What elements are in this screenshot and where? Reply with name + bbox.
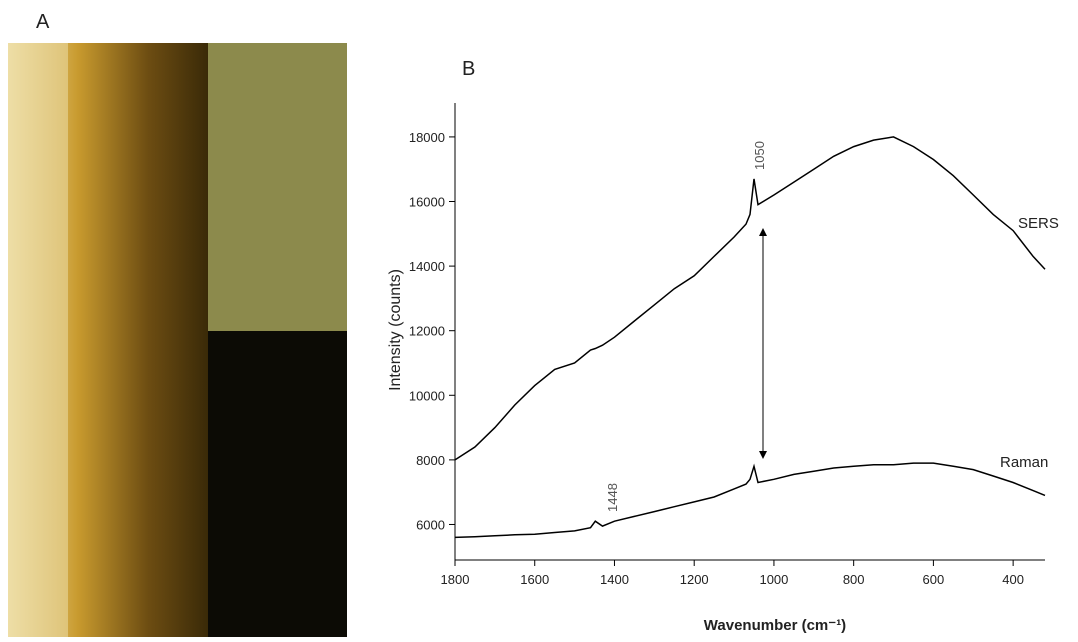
y-tick-label: 18000 [409,130,445,145]
line-series [454,136,1046,461]
panel-label: B [462,58,475,80]
x-tick-label: 600 [923,572,945,587]
x-tick-label: 400 [1002,572,1024,587]
y-tick-label: 6000 [416,517,445,532]
x-tick-label: 1000 [759,572,788,587]
panel-label: A [36,11,50,33]
x-tick-label: 800 [843,572,865,587]
photo [8,43,347,637]
y-tick-label: 10000 [409,388,445,403]
x-tick-label: 1800 [441,572,470,587]
y-tick-label: 8000 [416,453,445,468]
series-label: SERS [1018,215,1059,232]
series-label: Raman [1000,454,1048,471]
y-tick-label: 14000 [409,259,445,274]
x-tick-label: 1600 [520,572,549,587]
x-axis-title: Wavenumber (cm⁻¹) [704,617,846,634]
line-series [454,462,1046,539]
x-tick-label: 1200 [680,572,709,587]
annotation: 1050 [752,141,767,170]
annotation: 1448 [605,483,620,512]
y-axis-title: Intensity (counts) [387,269,404,391]
x-tick-label: 1400 [600,572,629,587]
y-tick-label: 16000 [409,195,445,210]
y-tick-label: 12000 [409,324,445,339]
